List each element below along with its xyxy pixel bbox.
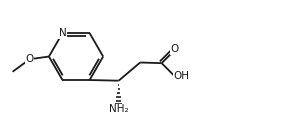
- Text: O: O: [170, 44, 178, 54]
- Text: O: O: [26, 54, 34, 64]
- Text: NH₂: NH₂: [109, 104, 128, 114]
- Text: N: N: [59, 28, 66, 38]
- Text: OH: OH: [173, 71, 189, 81]
